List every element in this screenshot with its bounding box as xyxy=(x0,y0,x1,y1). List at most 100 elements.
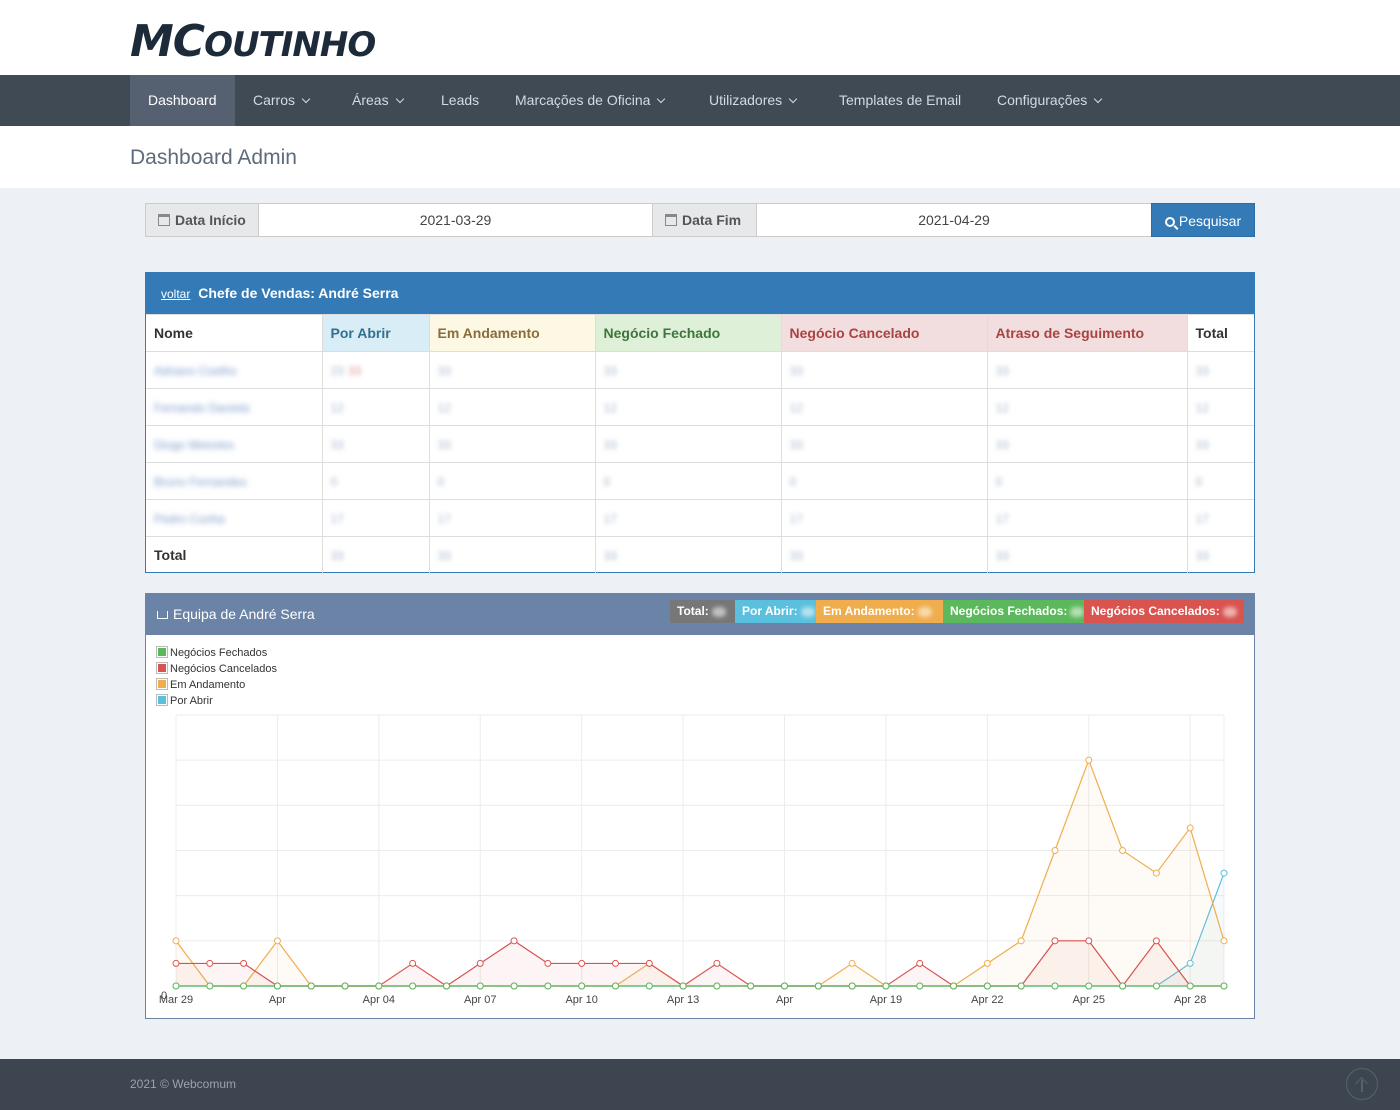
data-point-neg-cios-fechados xyxy=(476,982,484,990)
x-tick-label: Apr 22 xyxy=(971,994,1003,1006)
start-date-input[interactable]: 2021-03-29 xyxy=(258,203,653,237)
nav-item-templates-email[interactable]: Templates de Email xyxy=(839,75,961,126)
calendar-icon xyxy=(158,214,170,226)
data-point-neg-cios-fechados xyxy=(240,982,248,990)
data-point-neg-cios-fechados xyxy=(983,982,991,990)
data-point-neg-cios-cancelados xyxy=(611,959,619,967)
cell-value: 0 xyxy=(986,462,1188,500)
data-point-neg-cios-fechados xyxy=(1186,982,1194,990)
cell-number: 12 xyxy=(995,401,1009,415)
nav-item-leads[interactable]: Leads xyxy=(441,75,479,126)
cell-number: 17 xyxy=(995,512,1009,526)
data-point-neg-cios-cancelados xyxy=(1085,937,1093,945)
legend-item-fechados[interactable]: Negócios Fechados xyxy=(156,645,277,661)
legend-item-cancelados[interactable]: Negócios Cancelados xyxy=(156,661,277,677)
nav-item-areas[interactable]: Áreas xyxy=(352,75,404,126)
seller-name[interactable]: Bruno Fernandes xyxy=(154,475,247,489)
table-row: Bruno Fernandes 0 0 0 0 0 0 xyxy=(146,462,1254,500)
legend-item-em-andamento[interactable]: Em Andamento xyxy=(156,677,277,693)
data-point-por-abrir xyxy=(1220,869,1228,877)
legend-swatch xyxy=(156,678,168,690)
seller-name[interactable]: Pedro Cunha xyxy=(154,512,225,526)
scroll-top-icon[interactable] xyxy=(1346,1068,1378,1100)
nav-item-configuracoes[interactable]: Configurações xyxy=(997,75,1103,126)
main-nav: Dashboard Carros Áreas Leads Marcações d… xyxy=(0,75,1400,126)
nav-label: Leads xyxy=(441,92,480,108)
cell-value: 17 xyxy=(428,499,596,537)
cell-value: 17 xyxy=(594,499,782,537)
cell-value: 33 xyxy=(780,425,988,463)
team-chart-title: Equipa de André Serra xyxy=(157,606,315,622)
logo-rest: OUTINHO xyxy=(204,25,376,65)
cell-value: 12 xyxy=(594,388,782,426)
legend-label: Negócios Fechados xyxy=(170,647,268,659)
x-tick-label: Mar 29 xyxy=(159,994,193,1006)
cell-number: 17 xyxy=(1195,512,1209,526)
seller-name[interactable]: Diogo Meireles xyxy=(154,438,235,452)
data-point-neg-cios-fechados xyxy=(1119,982,1127,990)
total-number: 33 xyxy=(789,549,803,564)
data-point-em-andamento xyxy=(172,937,180,945)
cell-value: 12 xyxy=(986,388,1188,426)
cell-value: 0 xyxy=(428,462,596,500)
nav-item-dashboard[interactable]: Dashboard xyxy=(130,75,235,126)
cell-value: 12 xyxy=(428,388,596,426)
cell-value: 33 xyxy=(1186,425,1254,463)
data-point-neg-cios-cancelados xyxy=(916,959,924,967)
search-icon xyxy=(1164,217,1175,227)
data-point-em-andamento xyxy=(273,937,281,945)
team-table-panel: voltar Chefe de Vendas: André Serra Nome… xyxy=(145,272,1255,574)
seller-name[interactable]: Fernando Daniela xyxy=(154,401,250,415)
search-button[interactable]: Pesquisar xyxy=(1151,203,1255,237)
cell-name[interactable]: Bruno Fernandes xyxy=(146,462,323,500)
cell-value: 33 xyxy=(428,425,596,463)
cell-number: 12 xyxy=(603,401,617,415)
brand-logo[interactable]: MCOUTINHO xyxy=(130,16,376,67)
nav-item-utilizadores[interactable]: Utilizadores xyxy=(709,75,798,126)
total-cell: 33 xyxy=(780,536,988,574)
cell-name[interactable]: Pedro Cunha xyxy=(146,499,323,537)
cell-number: 17 xyxy=(437,512,451,526)
cell-number: 0 xyxy=(789,475,797,489)
leads-line-chart: Mar 29 Apr Apr 04 Apr 07 Apr 10 Apr 13 Apr Apr … xyxy=(159,714,1228,1006)
total-cell: 33 xyxy=(594,536,782,574)
table-total-row: Total 33 33 33 33 33 33 xyxy=(146,536,1254,574)
x-tick-label: Apr 28 xyxy=(1174,994,1206,1006)
cell-value: 23 33 xyxy=(321,351,430,389)
cell-name[interactable]: Diogo Meireles xyxy=(146,425,323,463)
data-point-neg-cios-cancelados xyxy=(1152,937,1160,945)
team-chart-title-text: Equipa de André Serra xyxy=(173,606,315,622)
badge-negocios-fechados: Negócios Fechados: xyxy=(943,600,1084,623)
cell-number: 33 xyxy=(330,438,344,452)
cell-value: 0 xyxy=(594,462,782,500)
legend-item-por-abrir[interactable]: Por Abrir xyxy=(156,693,277,709)
back-link[interactable]: voltar xyxy=(161,287,191,301)
cell-number: 33 xyxy=(995,438,1009,452)
data-point-neg-cios-fechados xyxy=(814,982,822,990)
nav-item-marcacoes[interactable]: Marcações de Oficina xyxy=(515,75,666,126)
nav-label: Templates de Email xyxy=(839,92,962,108)
data-point-em-andamento xyxy=(1085,756,1093,764)
seller-name[interactable]: Adriano Coelho xyxy=(154,364,237,378)
chart-legend: Negócios Fechados Negócios Cancelados Em… xyxy=(156,645,277,709)
col-negocio-fechado: Negócio Fechado xyxy=(594,314,782,352)
cell-number: 33 xyxy=(603,438,617,452)
nav-item-carros[interactable]: Carros xyxy=(253,75,311,126)
data-point-neg-cios-fechados xyxy=(1085,982,1093,990)
data-point-neg-cios-fechados xyxy=(273,982,281,990)
team-table-header: voltar Chefe de Vendas: André Serra xyxy=(146,273,1254,314)
badge-value xyxy=(1070,606,1084,617)
nav-label: Marcações de Oficina xyxy=(515,92,651,108)
cell-name[interactable]: Adriano Coelho xyxy=(146,351,323,389)
cell-value: 33 xyxy=(780,351,988,389)
end-date-input[interactable]: 2021-04-29 xyxy=(756,203,1152,237)
cell-name[interactable]: Fernando Daniela xyxy=(146,388,323,426)
data-point-neg-cios-fechados xyxy=(1220,982,1228,990)
cell-number: 12 xyxy=(1195,401,1209,415)
data-point-neg-cios-fechados xyxy=(510,982,518,990)
data-point-neg-cios-fechados xyxy=(341,982,349,990)
cell-number: 0 xyxy=(330,475,338,489)
data-point-neg-cios-cancelados xyxy=(544,959,552,967)
cell-value: 33 xyxy=(428,351,596,389)
legend-swatch xyxy=(156,646,168,658)
